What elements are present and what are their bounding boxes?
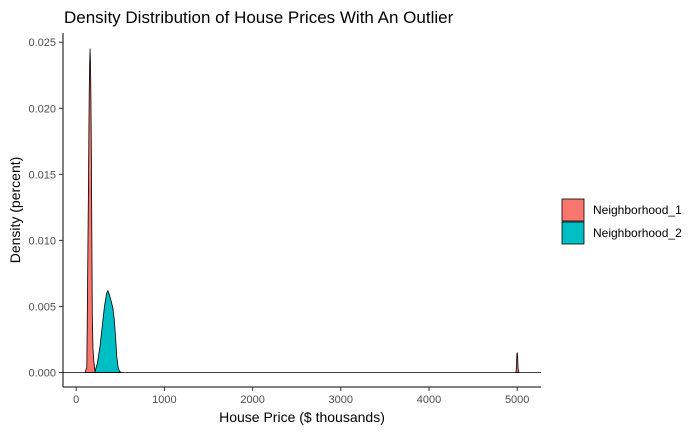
legend-key-series-2: [561, 221, 585, 245]
x-tick-label: 5000: [505, 394, 529, 406]
chart-title: Density Distribution of House Prices Wit…: [64, 8, 454, 27]
x-tick-label: 0: [73, 394, 79, 406]
x-tick-label: 3000: [329, 394, 353, 406]
y-tick-label: 0.005: [28, 301, 56, 313]
series-layer: [63, 48, 541, 373]
plot-area: 0 1000 2000 3000 4000 5000 0.0000.0050.0100.0…: [28, 33, 541, 406]
legend: Neighborhood_1 Neighborhood_2: [561, 198, 682, 245]
legend-key-series-1: [561, 198, 585, 222]
y-tick-label: 0.010: [28, 235, 56, 247]
x-ticks: 0 1000 2000 3000 4000 5000: [73, 387, 529, 406]
y-tick-label: 0.025: [28, 37, 56, 49]
y-ticks: 0.000 0.005 0.010 0.015 0.020 0.025: [28, 37, 63, 379]
y-axis-title: Density (percent): [7, 157, 23, 264]
y-tick-label: 0.000: [28, 367, 56, 379]
legend-label-series-1: Neighborhood_1: [593, 203, 682, 217]
x-tick-label: 4000: [417, 394, 441, 406]
y-tick-label: 0.015: [28, 169, 56, 181]
legend-label-series-2: Neighborhood_2: [593, 226, 682, 240]
density-area-series-2: [94, 290, 122, 373]
x-tick-label: 2000: [240, 394, 264, 406]
y-tick-label: 0.020: [28, 103, 56, 115]
density-area-series-1: [84, 48, 520, 373]
x-tick-label: 1000: [152, 394, 176, 406]
x-axis-title: House Price ($ thousands): [219, 409, 385, 425]
